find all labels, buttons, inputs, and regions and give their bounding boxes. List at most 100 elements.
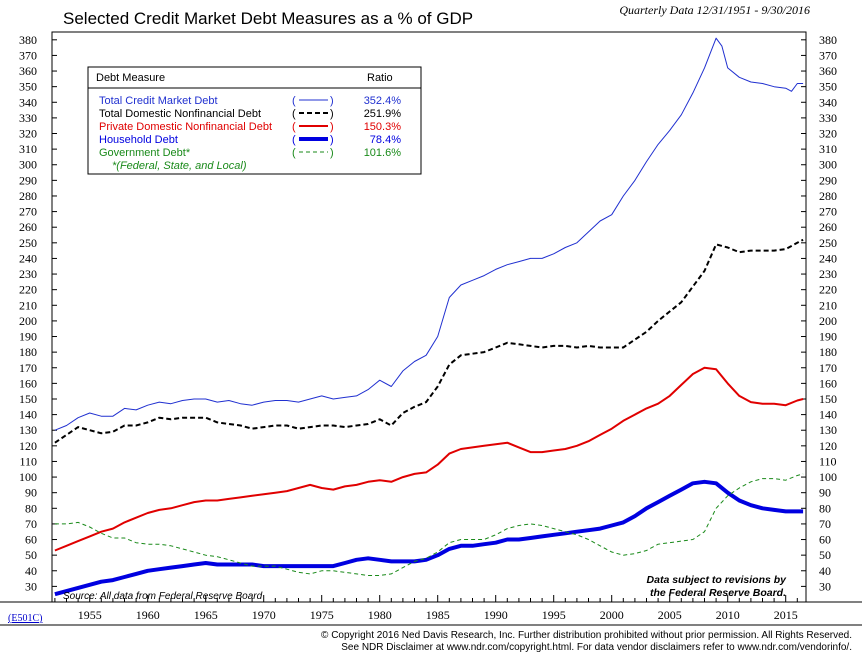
legend-label: Total Domestic Nonfinancial Debt xyxy=(99,108,261,120)
y-tick-label-left: 180 xyxy=(19,345,37,359)
x-tick-label: 1960 xyxy=(136,608,160,622)
y-tick-label-right: 360 xyxy=(819,64,837,78)
y-tick-label-right: 170 xyxy=(819,361,837,375)
y-tick-label-left: 80 xyxy=(25,501,37,515)
y-tick-label-right: 200 xyxy=(819,314,837,328)
legend-label: Total Credit Market Debt xyxy=(99,95,218,107)
y-tick-label-left: 170 xyxy=(19,361,37,375)
series-line-total-credit-market-debt xyxy=(54,37,804,431)
y-tick-label-right: 310 xyxy=(819,142,837,156)
y-tick-label-right: 120 xyxy=(819,439,837,453)
x-axis: 1955 1960 1965 1970 1975 1980 1985 1990 1995 2000… xyxy=(54,595,798,622)
legend: Debt Measure Ratio Total Credit Market D… xyxy=(87,66,422,175)
legend-paren-close: ) xyxy=(330,95,334,107)
y-tick-label-left: 320 xyxy=(19,127,37,141)
y-tick-label-right: 290 xyxy=(819,173,837,187)
y-tick-label-right: 50 xyxy=(819,548,831,562)
x-tick-label: 2000 xyxy=(600,608,624,622)
y-tick-label-right: 110 xyxy=(819,454,837,468)
y-tick-label-right: 320 xyxy=(819,127,837,141)
series-line-household-debt xyxy=(54,479,804,597)
x-tick-label: 1980 xyxy=(368,608,392,622)
y-tick-label-left: 350 xyxy=(19,80,37,94)
y-tick-label-left: 60 xyxy=(25,533,37,547)
legend-ratio: 150.3% xyxy=(364,121,402,133)
revision-note-line1: Data subject to revisions by xyxy=(647,574,788,586)
y-tick-label-right: 330 xyxy=(819,111,837,125)
y-tick-label-left: 370 xyxy=(19,48,37,62)
y-tick-label-left: 290 xyxy=(19,173,37,187)
y-tick-label-right: 180 xyxy=(819,345,837,359)
y-tick-label-left: 30 xyxy=(25,579,37,593)
chart-subtitle: Quarterly Data 12/31/1951 - 9/30/2016 xyxy=(619,3,810,17)
y-tick-label-left: 340 xyxy=(19,95,37,109)
y-tick-label-right: 160 xyxy=(819,376,837,390)
y-tick-label-left: 140 xyxy=(19,408,37,422)
y-tick-label-right: 90 xyxy=(819,486,831,500)
y-tick-label-right: 70 xyxy=(819,517,831,531)
y-tick-label-left: 270 xyxy=(19,205,37,219)
copyright-line2: See NDR Disclaimer at www.ndr.com/copyri… xyxy=(341,642,852,653)
y-tick-label-right: 370 xyxy=(819,48,837,62)
y-tick-label-right: 100 xyxy=(819,470,837,484)
y-tick-label-right: 240 xyxy=(819,251,837,265)
x-tick-label: 1970 xyxy=(252,608,276,622)
legend-paren-close: ) xyxy=(330,108,334,120)
y-tick-label-right: 270 xyxy=(819,205,837,219)
legend-box xyxy=(87,66,422,175)
x-tick-label: 2010 xyxy=(716,608,740,622)
legend-paren-close: ) xyxy=(330,121,334,133)
y-tick-label-right: 250 xyxy=(819,236,837,250)
y-tick-label-left: 250 xyxy=(19,236,37,250)
revision-note-line2: the Federal Reserve Board. xyxy=(650,587,786,599)
legend-paren-open: ( xyxy=(292,108,296,120)
y-tick-label-left: 310 xyxy=(19,142,37,156)
y-tick-label-right: 230 xyxy=(819,267,837,281)
legend-paren-close: ) xyxy=(330,134,334,146)
x-tick-label: 1975 xyxy=(310,608,334,622)
x-tick-label: 1995 xyxy=(542,608,566,622)
y-tick-label-left: 70 xyxy=(25,517,37,531)
y-tick-label-left: 380 xyxy=(19,33,37,47)
y-tick-label-left: 120 xyxy=(19,439,37,453)
x-tick-label: 1965 xyxy=(194,608,218,622)
y-tick-label-left: 260 xyxy=(19,220,37,234)
x-tick-label: 2015 xyxy=(774,608,798,622)
y-tick-label-left: 200 xyxy=(19,314,37,328)
y-tick-label-right: 30 xyxy=(819,579,831,593)
legend-paren-open: ( xyxy=(292,95,296,107)
y-tick-label-left: 110 xyxy=(19,454,37,468)
y-tick-label-left: 300 xyxy=(19,158,37,172)
legend-ratio: 251.9% xyxy=(364,108,402,120)
legend-paren-open: ( xyxy=(292,147,296,159)
y-tick-label-right: 210 xyxy=(819,298,837,312)
y-tick-label-left: 190 xyxy=(19,330,37,344)
y-tick-label-left: 40 xyxy=(25,564,37,578)
y-tick-label-right: 80 xyxy=(819,501,831,515)
legend-label: Household Debt xyxy=(99,134,178,146)
legend-label: Government Debt* xyxy=(99,147,191,159)
y-tick-label-right: 260 xyxy=(819,220,837,234)
y-tick-label-right: 220 xyxy=(819,283,837,297)
legend-footnote: *(Federal, State, and Local) xyxy=(112,160,247,172)
chart-title: Selected Credit Market Debt Measures as … xyxy=(63,9,473,28)
legend-header-ratio: Ratio xyxy=(367,72,393,84)
chart-code-link[interactable]: (E501C) xyxy=(8,613,42,624)
legend-ratio: 101.6% xyxy=(364,147,402,159)
y-tick-label-right: 340 xyxy=(819,95,837,109)
legend-paren-close: ) xyxy=(330,147,334,159)
y-tick-label-right: 280 xyxy=(819,189,837,203)
copyright-line1: © Copyright 2016 Ned Davis Research, Inc… xyxy=(321,630,852,641)
x-tick-label: 1985 xyxy=(426,608,450,622)
y-tick-label-right: 130 xyxy=(819,423,837,437)
legend-entries: Total Credit Market Debt () 352.4% Total Do… xyxy=(99,95,401,159)
y-tick-label-right: 300 xyxy=(819,158,837,172)
y-tick-label-right: 60 xyxy=(819,533,831,547)
legend-paren-open: ( xyxy=(292,134,296,146)
y-tick-label-left: 280 xyxy=(19,189,37,203)
y-tick-label-right: 350 xyxy=(819,80,837,94)
y-tick-label-left: 130 xyxy=(19,423,37,437)
series-line-total-domestic-nonfinancial-debt xyxy=(54,238,804,444)
